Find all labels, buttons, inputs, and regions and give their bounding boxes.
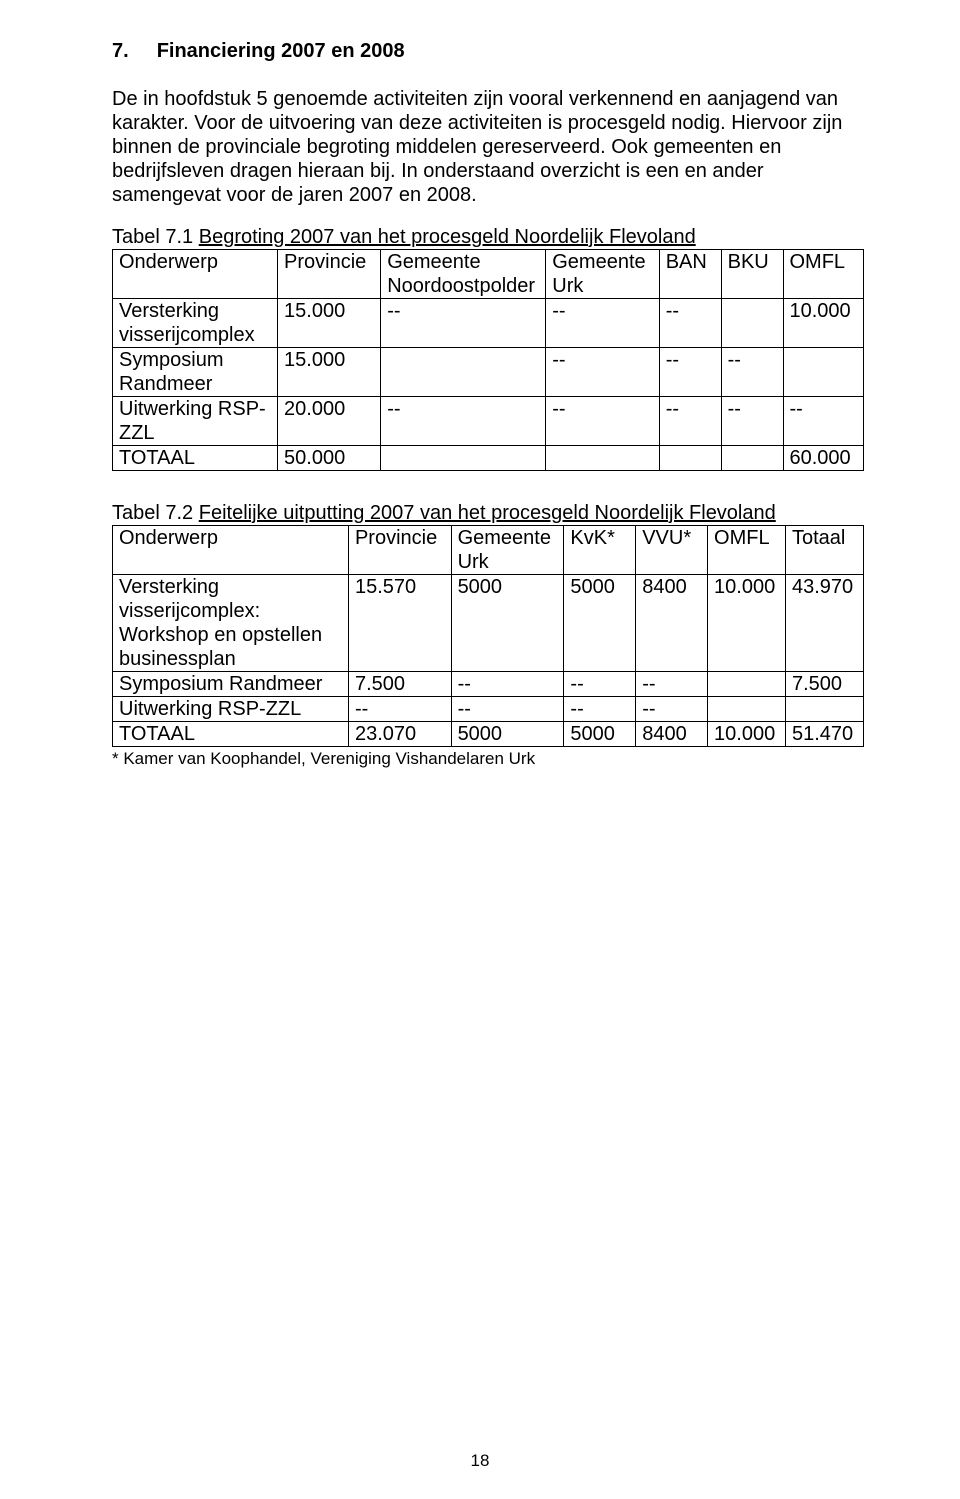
table-cell: 10.000 xyxy=(708,575,786,672)
table-header-cell: Onderwerp xyxy=(113,526,349,575)
table2-footnote: * Kamer van Koophandel, Vereniging Visha… xyxy=(112,749,864,769)
table-cell: 51.470 xyxy=(786,722,864,747)
table-header-cell: Gemeente Noordoostpolder xyxy=(381,250,546,299)
table-cell xyxy=(381,446,546,471)
table-row: Uitwerking RSP-ZZL20.000---------- xyxy=(113,397,864,446)
table-cell: 7.500 xyxy=(348,672,451,697)
table2: OnderwerpProvincieGemeente UrkKvK*VVU*OM… xyxy=(112,525,864,747)
table-cell: -- xyxy=(546,397,659,446)
table-cell: 5000 xyxy=(564,722,636,747)
table-cell xyxy=(708,672,786,697)
table1-caption-prefix: Tabel 7.1 xyxy=(112,226,199,248)
table-row: Symposium Randmeer7.500------7.500 xyxy=(113,672,864,697)
table-cell: Symposium Randmeer xyxy=(113,672,349,697)
table-header-cell: KvK* xyxy=(564,526,636,575)
intro-paragraph: De in hoofdstuk 5 genoemde activiteiten … xyxy=(112,87,864,207)
table-header-cell: Provincie xyxy=(278,250,381,299)
table-cell: -- xyxy=(636,672,708,697)
table-header-cell: VVU* xyxy=(636,526,708,575)
table-cell: -- xyxy=(451,697,564,722)
table-cell: -- xyxy=(451,672,564,697)
table-header-cell: OMFL xyxy=(708,526,786,575)
table-header-cell: BKU xyxy=(721,250,783,299)
table-header-cell: Gemeente Urk xyxy=(546,250,659,299)
table1-caption-underline: Begroting 2007 van het procesgeld Noorde… xyxy=(199,226,696,248)
table1-caption: Tabel 7.1 Begroting 2007 van het procesg… xyxy=(112,225,864,249)
heading-number: 7. xyxy=(112,40,129,63)
table-row: TOTAAL50.000 60.000 xyxy=(113,446,864,471)
table-cell xyxy=(659,446,721,471)
table-cell: -- xyxy=(546,299,659,348)
table1: OnderwerpProvincieGemeente Noordoostpold… xyxy=(112,249,864,471)
table-cell: -- xyxy=(659,299,721,348)
table-cell xyxy=(721,446,783,471)
table-header-cell: Totaal xyxy=(786,526,864,575)
table-cell: 43.970 xyxy=(786,575,864,672)
table-cell: -- xyxy=(546,348,659,397)
table-header-cell: OMFL xyxy=(783,250,864,299)
table-cell: 8400 xyxy=(636,575,708,672)
table-cell: 20.000 xyxy=(278,397,381,446)
table-cell: Uitwerking RSP-ZZL xyxy=(113,697,349,722)
table2-caption-underline: Feitelijke uitputting 2007 van het proce… xyxy=(199,502,776,524)
table-cell: 8400 xyxy=(636,722,708,747)
table-cell xyxy=(786,697,864,722)
table-header-cell: Onderwerp xyxy=(113,250,278,299)
table-cell: 10.000 xyxy=(783,299,864,348)
table-cell xyxy=(546,446,659,471)
table-cell: Versterking visserijcomplex: Workshop en… xyxy=(113,575,349,672)
table-cell: -- xyxy=(381,299,546,348)
table-cell: -- xyxy=(659,348,721,397)
table-cell: TOTAAL xyxy=(113,722,349,747)
heading-title: Financiering 2007 en 2008 xyxy=(157,40,405,63)
table-header-row: OnderwerpProvincieGemeente UrkKvK*VVU*OM… xyxy=(113,526,864,575)
table2-caption-prefix: Tabel 7.2 xyxy=(112,502,199,524)
table-cell: -- xyxy=(721,348,783,397)
table-row: Symposium Randmeer15.000------ xyxy=(113,348,864,397)
table-cell: -- xyxy=(721,397,783,446)
table-cell xyxy=(708,697,786,722)
table-row: Versterking visserijcomplex: Workshop en… xyxy=(113,575,864,672)
table-cell: Uitwerking RSP-ZZL xyxy=(113,397,278,446)
table-cell: -- xyxy=(348,697,451,722)
table-row: Uitwerking RSP-ZZL-------- xyxy=(113,697,864,722)
table-cell: 5000 xyxy=(451,722,564,747)
table-cell: 5000 xyxy=(451,575,564,672)
table-cell: TOTAAL xyxy=(113,446,278,471)
table-cell: 15.570 xyxy=(348,575,451,672)
table-cell: 7.500 xyxy=(786,672,864,697)
table-row: TOTAAL23.07050005000840010.00051.470 xyxy=(113,722,864,747)
table-header-cell: BAN xyxy=(659,250,721,299)
table2-caption: Tabel 7.2 Feitelijke uitputting 2007 van… xyxy=(112,501,864,525)
section-heading: 7. Financiering 2007 en 2008 xyxy=(112,40,864,63)
table-cell: 60.000 xyxy=(783,446,864,471)
table-cell: 5000 xyxy=(564,575,636,672)
table-cell: -- xyxy=(564,697,636,722)
table-cell xyxy=(721,299,783,348)
table-cell: -- xyxy=(783,397,864,446)
table-cell: -- xyxy=(564,672,636,697)
table-cell: Symposium Randmeer xyxy=(113,348,278,397)
table-cell xyxy=(783,348,864,397)
table-cell: Versterking visserijcomplex xyxy=(113,299,278,348)
table-cell: 50.000 xyxy=(278,446,381,471)
table-header-row: OnderwerpProvincieGemeente Noordoostpold… xyxy=(113,250,864,299)
table-cell xyxy=(381,348,546,397)
table-cell: 23.070 xyxy=(348,722,451,747)
table-cell: 15.000 xyxy=(278,299,381,348)
table-cell: 10.000 xyxy=(708,722,786,747)
table-header-cell: Gemeente Urk xyxy=(451,526,564,575)
table-cell: -- xyxy=(381,397,546,446)
table-cell: -- xyxy=(659,397,721,446)
page-number: 18 xyxy=(0,1451,960,1471)
table-cell: 15.000 xyxy=(278,348,381,397)
table-cell: -- xyxy=(636,697,708,722)
table-header-cell: Provincie xyxy=(348,526,451,575)
table-row: Versterking visserijcomplex15.000------1… xyxy=(113,299,864,348)
